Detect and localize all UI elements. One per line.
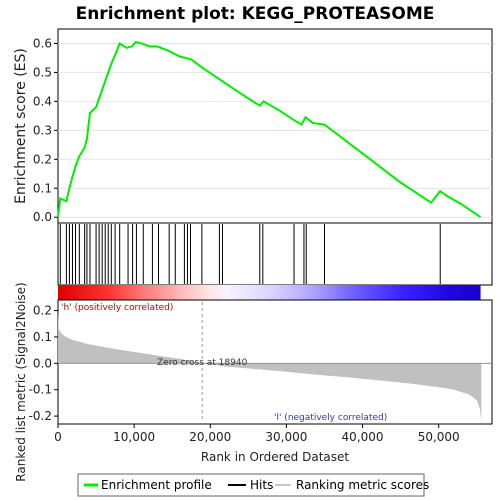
metric-y-tick-label: 0.0 [33, 356, 52, 370]
x-tick-label: 30,000 [265, 430, 307, 444]
hits-plot-area [57, 222, 493, 286]
x-tick-label: 20,000 [189, 430, 231, 444]
legend: Enrichment profile Hits Ranking metric s… [77, 473, 429, 497]
legend-label-ranking-metric-scores: Ranking metric scores [296, 478, 429, 492]
positive-correlation-label: 'h' (positively correlated) [61, 303, 173, 313]
metric-y-tick-label: -0.2 [29, 409, 52, 423]
negative-correlation-label: 'l' (negatively correlated) [274, 413, 387, 423]
metric-y-tick-label: 0.1 [33, 330, 52, 344]
legend-label-hits: Hits [250, 478, 273, 492]
enrichment-profile-line [57, 40, 482, 219]
hit-markers [59, 224, 441, 284]
x-axis-label: Rank in Ordered Dataset [201, 450, 349, 464]
rank-heat-bar [58, 285, 481, 300]
legend-box [77, 473, 425, 497]
es-y-tick-label: 0.6 [33, 36, 52, 50]
es-y-tick-label: 0.2 [33, 152, 52, 166]
metric-y-tick-label: 0.2 [33, 304, 52, 318]
metric-y-ticks: -0.2 -0.1 0.0 0.1 0.2 [29, 304, 58, 423]
legend-label-enrichment-profile: Enrichment profile [101, 478, 212, 492]
es-y-tick-label: 0.4 [33, 94, 52, 108]
x-tick-label: 0 [54, 430, 62, 444]
metric-x-ticks: 0 10,000 20,000 30,000 40,000 50,000 [54, 424, 460, 444]
x-tick-label: 50,000 [418, 430, 460, 444]
es-plot-area [57, 28, 493, 224]
es-y-ticks: 0.0 0.1 0.2 0.3 0.4 0.5 0.6 [33, 36, 58, 224]
metric-y-tick-label: -0.1 [29, 383, 52, 397]
metric-y-axis-label: Ranked list metric (Signal2Noise) [14, 282, 28, 481]
es-y-tick-label: 0.1 [33, 181, 52, 195]
es-panel: 0.0 0.1 0.2 0.3 0.4 0.5 0.6 Enrichment score (… [13, 28, 493, 224]
x-tick-label: 40,000 [342, 430, 384, 444]
es-gridlines [58, 42, 492, 218]
es-y-axis-label: Enrichment score (ES) [13, 48, 29, 204]
hits-panel [57, 222, 493, 286]
es-y-tick-label: 0.5 [33, 65, 52, 79]
chart-title: Enrichment plot: KEGG_PROTEASOME [76, 4, 435, 24]
rank-color-bar [58, 285, 481, 300]
es-y-tick-label: 0.0 [33, 210, 52, 224]
es-y-tick-label: 0.3 [33, 123, 52, 137]
zero-cross-label: Zero cross at 18940 [157, 358, 248, 368]
ranking-metric-area [58, 310, 482, 422]
x-tick-label: 10,000 [113, 430, 155, 444]
metric-panel: -0.2 -0.1 0.0 0.1 0.2 0 10,000 20,000 30,000 40,… [14, 282, 493, 482]
